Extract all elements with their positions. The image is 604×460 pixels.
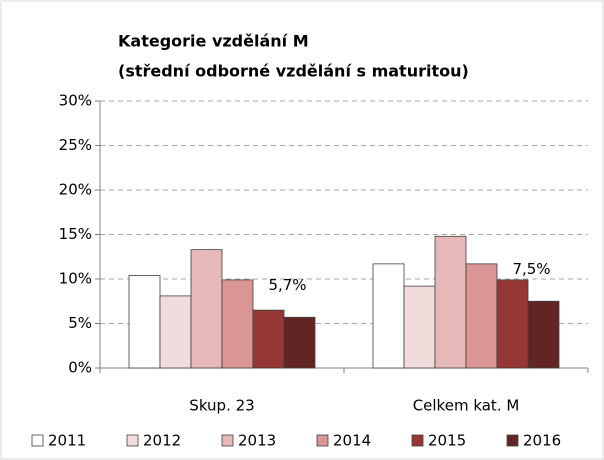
bar [403,285,436,369]
legend-swatch [316,434,329,447]
legend-swatch [411,434,424,447]
bar [159,295,192,369]
bar [496,279,529,369]
bar [434,235,467,369]
y-tick-label: 0% [68,359,92,377]
bar [190,249,223,369]
chart-title: Kategorie vzdělání M [118,32,309,51]
bar [221,279,254,369]
y-tick-label: 10% [59,270,92,288]
legend-label: 2015 [428,432,466,450]
data-label: 5,7% [268,276,306,294]
data-label: 7,5% [512,260,550,278]
legend-swatch [221,434,234,447]
legend-label: 2013 [238,432,276,450]
y-tick-label: 20% [59,181,92,199]
chart-subtitle: (střední odborné vzdělání s maturitou) [118,62,469,81]
bar [465,263,498,369]
bar [128,275,161,369]
legend-swatch [506,434,519,447]
y-tick-label: 30% [59,92,92,110]
legend-swatch [31,434,44,447]
y-tick-label: 15% [59,225,92,243]
legend-swatch [126,434,139,447]
y-tick-label: 5% [68,314,92,332]
legend-label: 2011 [48,432,86,450]
bar [283,316,316,369]
bar [372,263,405,369]
x-tick-label: Skup. 23 [189,397,254,415]
y-tick-label: 25% [59,136,92,154]
bar [252,309,285,369]
legend-label: 2012 [143,432,181,450]
legend-label: 2016 [523,432,561,450]
legend-label: 2014 [333,432,371,450]
x-tick-label: Celkem kat. M [413,397,520,415]
bar [527,300,560,369]
